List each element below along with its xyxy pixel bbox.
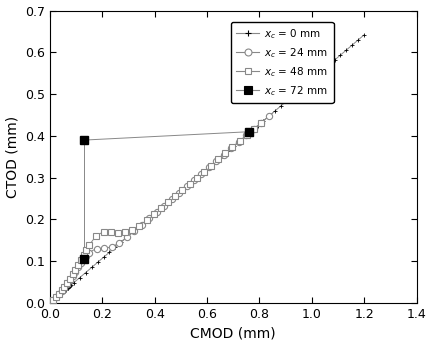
Legend: $x_c$ = 0 mm, $x_c$ = 24 mm, $x_c$ = 48 mm, $x_c$ = 72 mm: $x_c$ = 0 mm, $x_c$ = 24 mm, $x_c$ = 48 … — [231, 21, 334, 103]
Y-axis label: CTOD (mm): CTOD (mm) — [6, 116, 19, 198]
X-axis label: CMOD (mm): CMOD (mm) — [191, 326, 276, 340]
